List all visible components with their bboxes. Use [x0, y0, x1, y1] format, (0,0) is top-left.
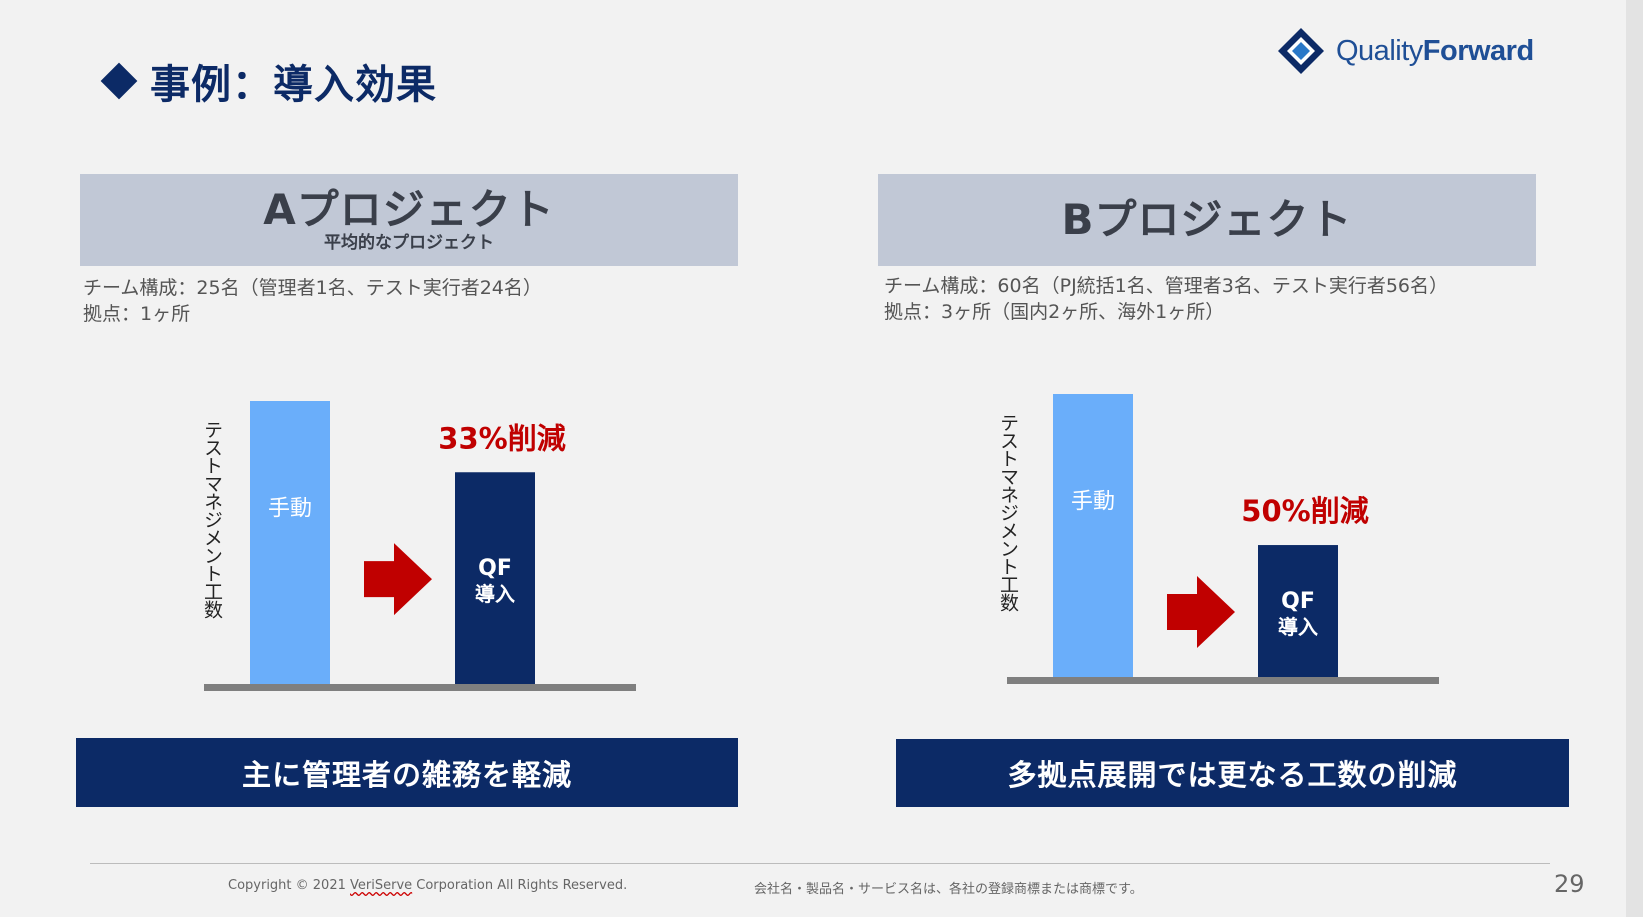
diamond-bullet-icon: [100, 62, 138, 100]
chart-a-label-qf-intro: 導入: [475, 582, 515, 606]
chart-a-ylabel: テストマネジメント工数: [201, 420, 223, 618]
project-b-info: チーム構成：60名（PJ統括1名、管理者3名、テスト実行者56名） 拠点：3ヶ所…: [884, 273, 1448, 325]
chart-a: 手動 QF 導入 33%削減: [204, 401, 636, 691]
chart-b-reduction-annotation: 50%削減: [1241, 494, 1368, 528]
chart-b-label-qf-intro: 導入: [1278, 615, 1318, 639]
slide-title-text: 事例：導入効果: [150, 62, 437, 108]
chart-a-reduction-annotation: 33%削減: [438, 421, 565, 455]
project-a-title: Aプロジェクト: [263, 185, 555, 234]
chart-a-bar-qf: [455, 472, 535, 686]
chart-b-label-qf: QF: [1281, 589, 1315, 614]
project-b-summary-banner: 多拠点展開では更なる工数の削減: [896, 739, 1569, 807]
quality-forward-logo: QualityForward: [1276, 24, 1534, 78]
chart-b-label-manual: 手動: [1071, 490, 1115, 515]
logo-text: QualityForward: [1336, 34, 1534, 67]
project-a-subtitle: 平均的なプロジェクト: [324, 233, 494, 253]
diamond-logo-icon: [1278, 28, 1324, 74]
chart-a-baseline: [204, 684, 636, 691]
chart-b: 手動 QF 導入 50%削減: [1007, 394, 1439, 684]
chart-a-label-manual: 手動: [268, 497, 312, 522]
right-arrow-icon: [1167, 576, 1235, 649]
slide-edge: [1626, 0, 1643, 917]
chart-b-bar-manual: [1053, 394, 1133, 679]
project-b-team: チーム構成：60名（PJ統括1名、管理者3名、テスト実行者56名）: [884, 275, 1449, 297]
footer-copyright: Copyright © 2021 VeriServe Corporation A…: [228, 878, 628, 893]
project-a-team: チーム構成：25名（管理者1名、テスト実行者24名）: [83, 277, 542, 299]
chart-b-bar-qf: [1258, 545, 1338, 679]
chart-b-baseline: [1007, 677, 1439, 684]
right-arrow-icon: [364, 543, 432, 616]
project-a-info: チーム構成：25名（管理者1名、テスト実行者24名） 拠点：1ヶ所: [83, 275, 542, 327]
chart-a-label-qf: QF: [478, 556, 512, 581]
project-b-sites: 拠点：3ヶ所（国内2ヶ所、海外1ヶ所）: [884, 301, 1225, 323]
footer-divider: [90, 863, 1550, 864]
chart-a-bar-manual: [250, 401, 330, 686]
footer-trademark: 会社名・製品名・サービス名は、各社の登録商標または商標です。: [754, 882, 1143, 897]
chart-b-ylabel: テストマネジメント工数: [997, 413, 1019, 611]
slide-title: 事例：導入効果: [100, 56, 437, 108]
page-number: 29: [1554, 870, 1585, 898]
project-a-header: Aプロジェクト 平均的なプロジェクト: [80, 174, 738, 266]
project-b-title: Bプロジェクト: [1061, 195, 1353, 244]
project-a-summary-banner: 主に管理者の雑務を軽減: [76, 738, 738, 807]
project-b-header: Bプロジェクト: [878, 174, 1536, 266]
project-a-sites: 拠点：1ヶ所: [83, 303, 191, 325]
